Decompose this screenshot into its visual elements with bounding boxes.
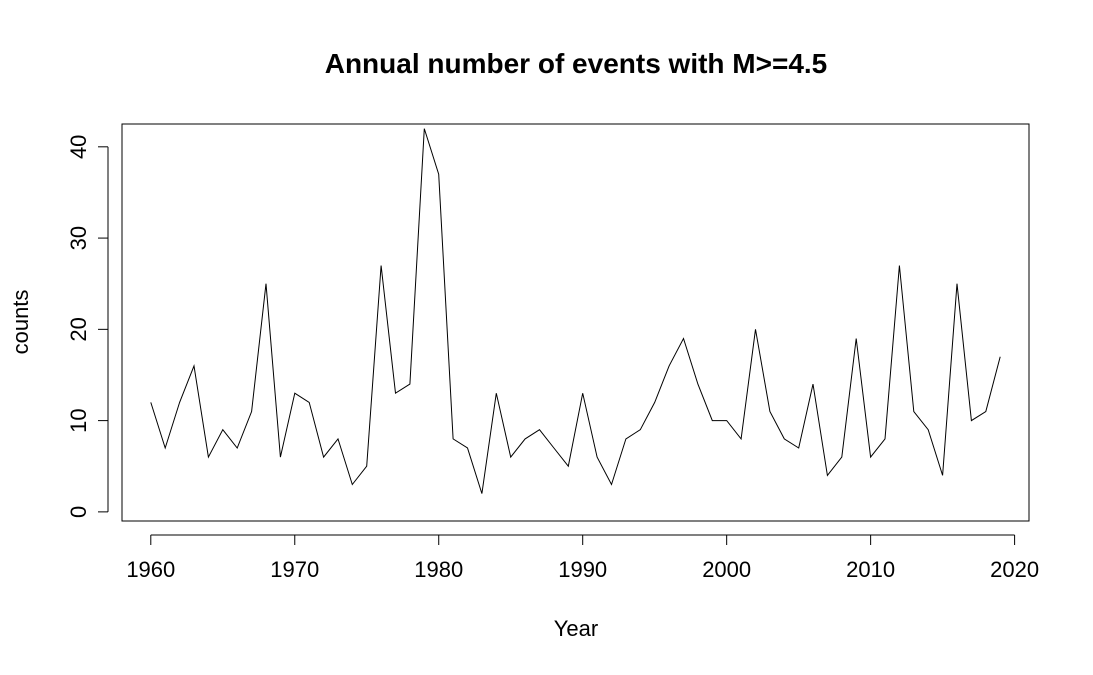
x-tick-label: 2020: [990, 557, 1039, 582]
y-tick-label: 20: [66, 317, 91, 341]
x-tick-label: 1970: [270, 557, 319, 582]
y-tick-label: 40: [66, 135, 91, 159]
x-tick-label: 1980: [414, 557, 463, 582]
plot-frame: [121, 123, 1030, 522]
chart-title: Annual number of events with M>=4.5: [325, 48, 828, 79]
x-axis-label: Year: [554, 616, 598, 641]
y-axis: 0 10 20 30 40: [66, 135, 109, 518]
x-tick-label: 1960: [126, 557, 175, 582]
y-tick-label: 10: [66, 408, 91, 432]
y-tick-label: 0: [66, 506, 91, 518]
y-tick-label: 30: [66, 226, 91, 250]
series-line: [150, 128, 1001, 494]
x-axis: 1960 1970 1980 1990 2000 2010 2020: [126, 534, 1039, 582]
x-tick-label: 2010: [846, 557, 895, 582]
x-tick-label: 2000: [702, 557, 751, 582]
x-tick-label: 1990: [558, 557, 607, 582]
y-axis-label: counts: [8, 290, 33, 355]
